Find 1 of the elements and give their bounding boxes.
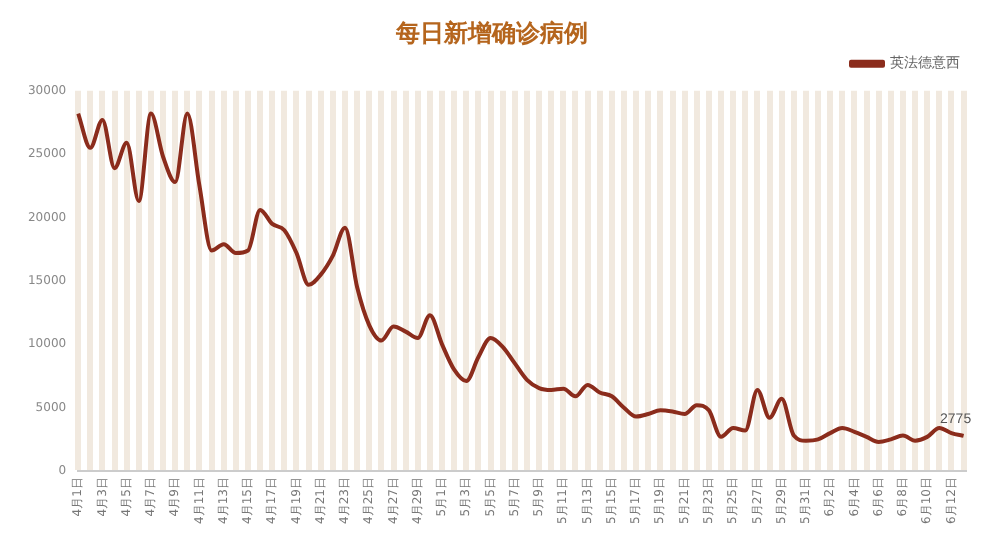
chart-title: 每日新增确诊病例	[394, 18, 588, 47]
